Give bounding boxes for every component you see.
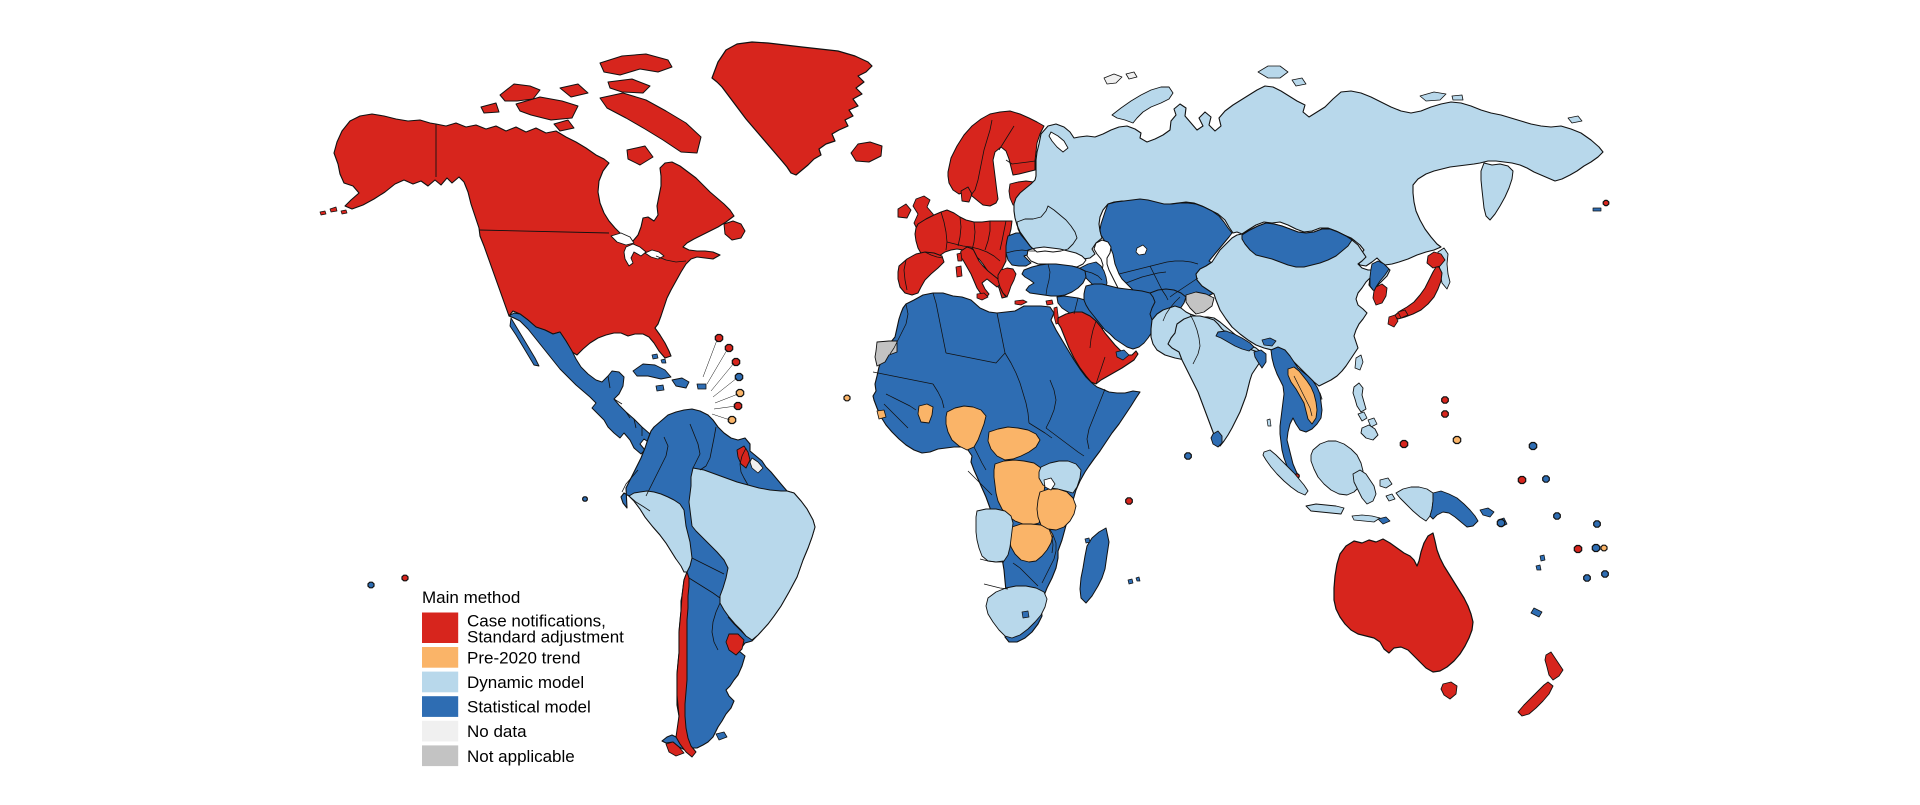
svg-text:Dynamic model: Dynamic model (467, 673, 584, 692)
svg-text:Not applicable: Not applicable (467, 747, 575, 766)
svg-text:Statistical model: Statistical model (467, 698, 591, 717)
svg-text:Pre-2020 trend: Pre-2020 trend (467, 648, 580, 667)
svg-text:Main method: Main method (422, 588, 520, 607)
svg-text:Standard adjustment: Standard adjustment (467, 628, 624, 647)
svg-text:Case notifications,: Case notifications, (467, 612, 606, 631)
svg-text:No data: No data (467, 722, 527, 741)
